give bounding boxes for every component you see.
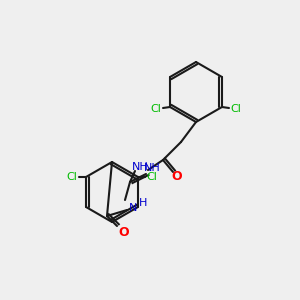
Text: O: O [172, 169, 182, 182]
Text: NH: NH [144, 163, 160, 173]
Text: Cl: Cl [146, 172, 158, 182]
Text: Cl: Cl [67, 172, 77, 182]
Text: O: O [119, 226, 129, 239]
Text: N: N [129, 203, 137, 213]
Text: H: H [139, 198, 147, 208]
Text: NH: NH [132, 162, 148, 172]
Text: Cl: Cl [230, 104, 242, 114]
Text: Cl: Cl [151, 104, 161, 114]
